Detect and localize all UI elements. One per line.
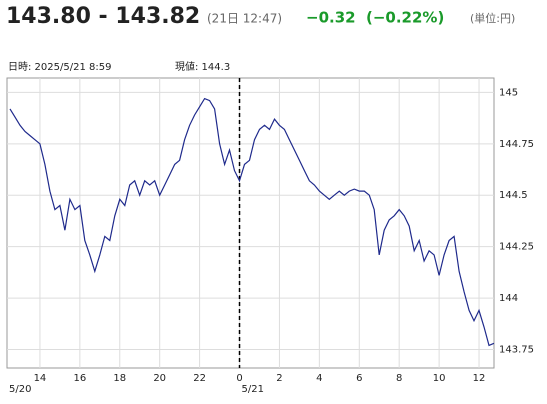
y-tick-label: 144.25	[499, 242, 534, 253]
y-tick-label: 145	[499, 87, 518, 98]
x-tick-label: 10	[433, 373, 446, 384]
x-tick-label: 16	[73, 373, 86, 384]
price: 143.80 - 143.82	[6, 4, 200, 29]
y-tick-label: 143.75	[499, 344, 534, 355]
x-tick-label: 20	[153, 373, 166, 384]
x-tick-label: 14	[34, 373, 47, 384]
unit: (単位:円)	[470, 11, 515, 25]
date-label: 5/21	[242, 384, 264, 395]
x-tick-label: 18	[113, 373, 126, 384]
x-tick-label: 8	[396, 373, 402, 384]
plot-frame	[6, 77, 495, 369]
cursor-datetime: 日時: 2025/5/21 8:59	[8, 61, 111, 73]
x-tick-label: 2	[276, 373, 282, 384]
x-tick-label: 4	[316, 373, 322, 384]
change: −0.32	[306, 9, 356, 27]
time: (21日 12:47)	[207, 12, 282, 26]
x-tick-label: 6	[356, 373, 362, 384]
x-tick-label: 22	[193, 373, 206, 384]
y-tick-label: 144.75	[499, 139, 534, 150]
y-tick-label: 144	[499, 293, 518, 304]
x-tick-label: 0	[236, 373, 242, 384]
cursor-current: 現値: 144.3	[175, 60, 230, 73]
price-line	[9, 97, 495, 347]
y-tick-label: 144.5	[499, 190, 528, 201]
change-pct: (−0.22%)	[366, 9, 444, 27]
date-label: 5/20	[9, 384, 31, 395]
x-tick-label: 12	[473, 373, 486, 384]
